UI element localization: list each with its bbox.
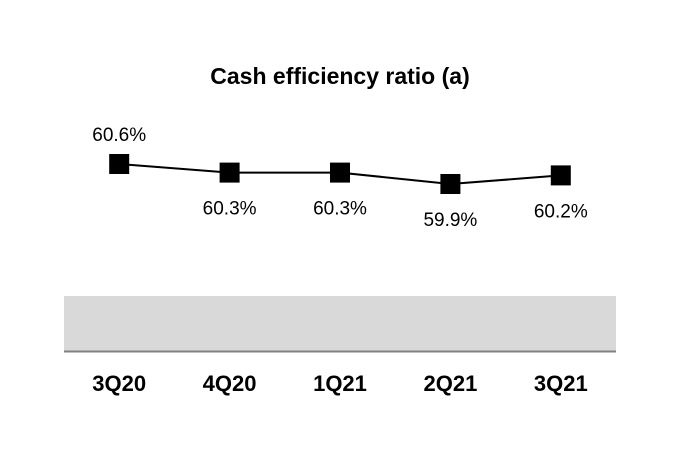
- x-tick-label: 4Q20: [203, 371, 257, 396]
- data-point-marker: [219, 162, 240, 183]
- data-point-marker: [550, 165, 571, 186]
- data-label: 59.9%: [423, 210, 477, 231]
- background-band: [64, 296, 616, 351]
- data-point-marker: [440, 174, 461, 194]
- data-label: 60.2%: [534, 201, 588, 222]
- x-tick-label: 1Q21: [313, 371, 367, 396]
- x-tick-label: 2Q21: [423, 371, 477, 396]
- x-tick-label: 3Q20: [92, 371, 146, 396]
- data-point-marker: [109, 154, 130, 174]
- data-label: 60.3%: [203, 199, 257, 220]
- x-tick-labels: 3Q20 4Q20 1Q21 2Q21 3Q21: [92, 371, 587, 396]
- chart-title: Cash efficiency ratio (a): [210, 63, 469, 89]
- x-tick-label: 3Q21: [534, 371, 588, 396]
- series-layer: 60.6% 60.3% 60.3% 59.9% 60.2%: [92, 125, 588, 231]
- data-label: 60.6%: [92, 125, 146, 146]
- data-point-marker: [330, 162, 350, 183]
- data-label: 60.3%: [313, 199, 367, 220]
